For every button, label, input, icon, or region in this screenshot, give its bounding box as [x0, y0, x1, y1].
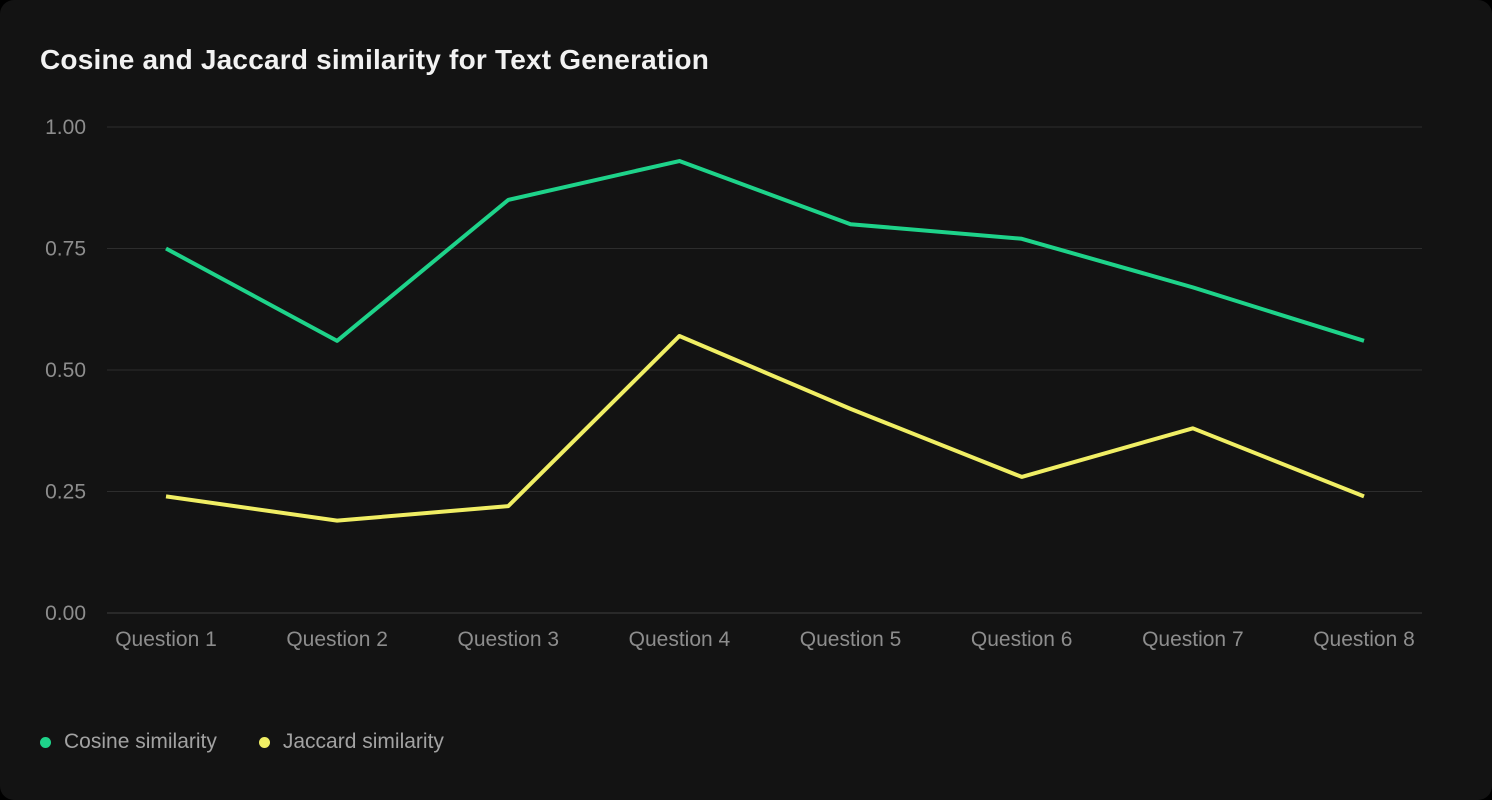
x-tick-label: Question 1 — [115, 628, 217, 651]
x-tick-label: Question 5 — [800, 628, 902, 651]
line-chart: 0.00 0.25 0.50 0.75 1.00 Question 1 Question 2… — [45, 116, 1422, 651]
x-tick-label: Question 7 — [1142, 628, 1244, 651]
y-tick-label: 0.25 — [45, 481, 86, 504]
y-tick-label: 0.00 — [45, 602, 86, 625]
legend-item-cosine-similarity[interactable]: Cosine similarity — [40, 730, 217, 754]
legend-label: Jaccard similarity — [282, 730, 444, 753]
legend-item-jaccard-similarity[interactable]: Jaccard similarity — [258, 730, 444, 754]
x-tick-label: Question 6 — [971, 628, 1073, 651]
y-tick-label: 0.50 — [45, 359, 86, 382]
jaccard-similarity-line — [165, 333, 1365, 523]
legend-label: Cosine similarity — [64, 730, 217, 753]
x-tick-label: Question 4 — [629, 628, 731, 651]
y-tick-label: 0.75 — [45, 238, 86, 261]
x-tick-label: Question 3 — [457, 628, 559, 651]
legend-color-dot — [40, 736, 51, 748]
chart-legend: Cosine similarity Jaccard similarity — [40, 730, 444, 754]
y-tick-label: 1.00 — [45, 116, 86, 139]
x-tick-label: Question 2 — [286, 628, 388, 651]
cosine-similarity-line — [165, 159, 1365, 343]
chart-title: Cosine and Jaccard similarity for Text G… — [40, 44, 710, 75]
legend-color-dot — [258, 736, 270, 748]
x-tick-label: Question 8 — [1313, 628, 1415, 651]
